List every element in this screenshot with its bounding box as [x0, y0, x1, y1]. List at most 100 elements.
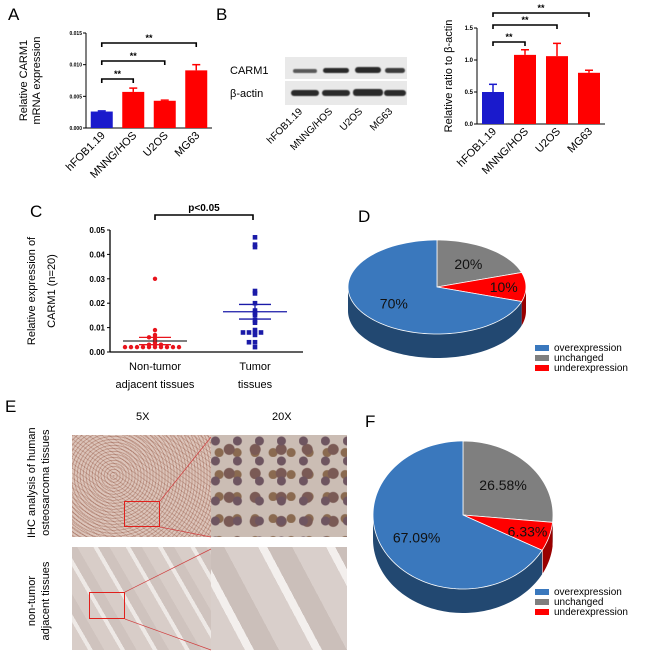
legend-swatch [535, 599, 549, 605]
group-label: Tumor [239, 361, 271, 373]
data-point [252, 339, 258, 345]
y-tick-label: 0.04 [89, 250, 105, 259]
data-point [146, 344, 152, 350]
chart-f-pie: 26.58% 6.33% 67.09% overexpressionunchanged… [372, 440, 628, 618]
data-point [152, 276, 158, 281]
legend-label: underexpression [554, 607, 628, 618]
y-tick-label: 0.03 [89, 275, 105, 284]
y-tick-label: 0.5 [465, 90, 474, 96]
pie-label: 20% [454, 256, 482, 272]
y-axis-label: Relative CARM1 [18, 40, 30, 121]
significance-label: ** [521, 15, 529, 25]
pie-side-overexpression [373, 516, 543, 613]
data-point [164, 344, 170, 350]
y-tick-label: 0.005 [69, 94, 82, 100]
data-point [252, 291, 258, 296]
legend-swatch [535, 589, 549, 595]
y-axis-label: mRNA expression [31, 36, 43, 124]
y-axis-label: CARM1 (n=20) [46, 254, 58, 328]
data-point [252, 242, 258, 247]
pie-side-underexpression [521, 287, 526, 326]
significance-bracket [492, 41, 526, 46]
y-tick-label: 0.02 [89, 299, 105, 308]
y-tick-label: 1.0 [465, 58, 474, 64]
bar [578, 72, 600, 124]
significance-label: ** [145, 33, 153, 43]
y-tick-label: 0.05 [89, 226, 105, 235]
y-tick-label: 1.5 [465, 26, 474, 32]
blot-actin-strip [285, 81, 407, 105]
y-tick-label: 0.00 [89, 348, 105, 357]
ihc-column-label: 5X [136, 411, 150, 423]
legend-label: overexpression [554, 343, 622, 354]
bar [482, 92, 504, 124]
pie-slice-underexpression [462, 514, 554, 551]
legend-label: overexpression [554, 587, 622, 598]
y-tick-label: 0.010 [69, 63, 82, 69]
significance-bracket [100, 60, 166, 65]
y-axis-label: Relative expression of [26, 236, 38, 345]
significance-label: ** [130, 51, 138, 61]
pie-label: 6.33% [508, 523, 548, 539]
data-point [134, 344, 140, 350]
legend-swatch [535, 345, 549, 351]
group-label: tissues [238, 379, 273, 391]
data-point [152, 344, 158, 350]
data-point [246, 330, 252, 335]
significance-label: ** [505, 32, 513, 42]
panel-label-c: C [30, 202, 43, 221]
group-label: adjacent tissues [116, 379, 195, 391]
pie-side-underexpression [542, 522, 553, 574]
ihc-image-normal-20x [211, 547, 347, 650]
data-point [176, 344, 182, 350]
panel-label-a: A [8, 5, 20, 24]
y-tick-label: 0.0 [465, 122, 474, 128]
data-point [252, 235, 258, 240]
ihc-image-normal-5x [72, 547, 211, 650]
panel-label-f: F [365, 412, 376, 431]
bar [122, 91, 145, 128]
data-point [140, 344, 146, 350]
data-point [152, 327, 158, 333]
significance-bracket [492, 24, 558, 29]
pie-side-overexpression [348, 287, 522, 358]
legend-label: underexpression [554, 363, 628, 374]
legend-label: unchanged [554, 597, 604, 608]
blot-row-label: CARM1 [230, 65, 269, 77]
blot-carm1-strip [285, 57, 407, 79]
data-point [252, 320, 258, 326]
ihc-image-tumor-20x [211, 435, 347, 537]
data-point [122, 344, 128, 350]
y-tick-label: 0.01 [89, 324, 105, 333]
bar [185, 70, 208, 128]
ihc-column-label: 20X [272, 411, 292, 423]
pie-label: 67.09% [393, 530, 440, 546]
significance-label: ** [537, 3, 545, 13]
legend-swatch [535, 365, 549, 371]
data-point [252, 327, 258, 333]
data-point [252, 330, 258, 335]
data-point [252, 344, 258, 350]
chart-c-scatter: 0.00 0.01 0.02 0.03 0.04 0.05 Non-tumor adjacen… [26, 203, 303, 391]
data-point [252, 332, 258, 338]
significance-bracket [492, 12, 590, 17]
significance-bracket [100, 78, 135, 83]
significance-bracket [154, 214, 254, 220]
pie-label: 70% [380, 296, 408, 312]
zoom-region-box [124, 501, 160, 527]
pie-label: 10% [490, 279, 518, 295]
pie-label: 26.58% [479, 477, 526, 493]
data-point [252, 300, 258, 306]
y-tick-label: 0.000 [69, 126, 82, 132]
ihc-image-tumor-5x [72, 435, 211, 537]
data-point [240, 330, 246, 335]
data-point [252, 244, 258, 250]
data-point [252, 288, 258, 294]
data-point [128, 344, 134, 350]
y-axis-label: Relative ratio to β-actin [443, 20, 455, 133]
pie-slice-unchanged [436, 239, 523, 288]
bar [546, 56, 568, 124]
